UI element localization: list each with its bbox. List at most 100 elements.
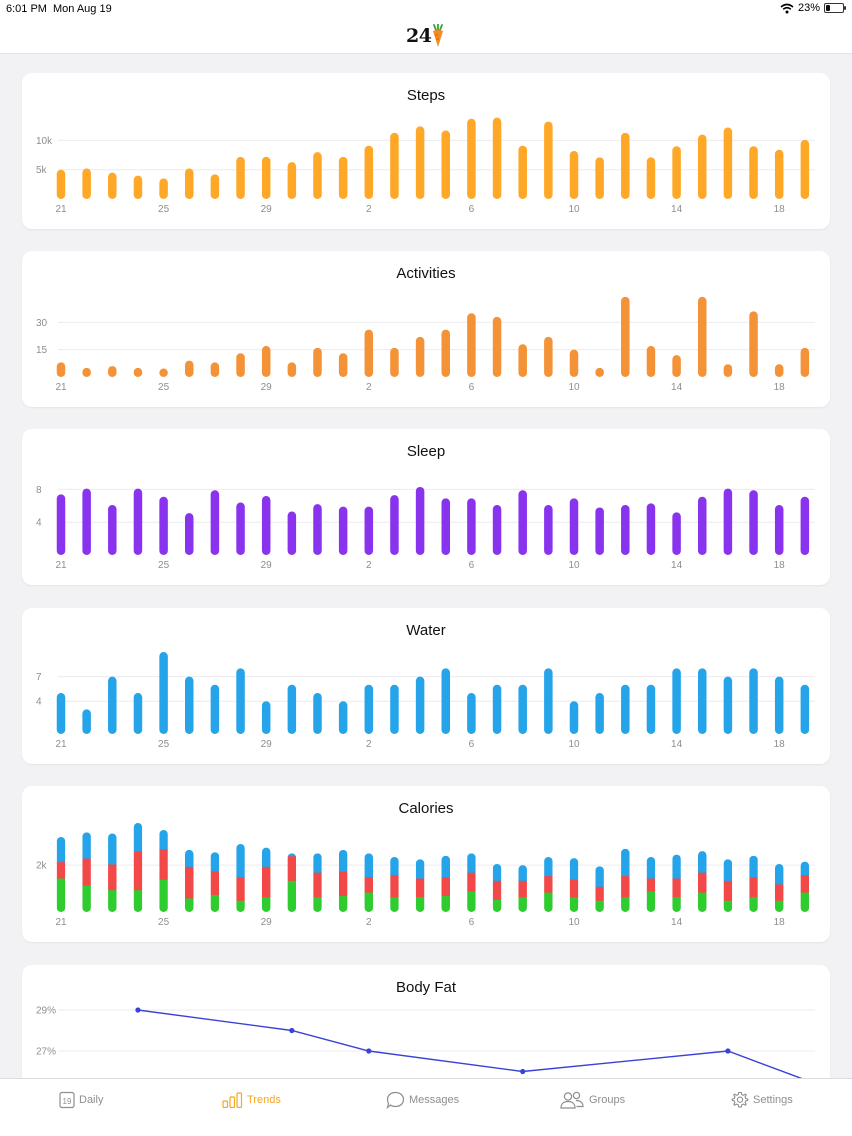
sleep-bar — [672, 512, 681, 555]
water-x-tick-label: 18 — [774, 739, 786, 750]
calories-bar-segment — [313, 872, 322, 898]
water-bar — [82, 709, 91, 734]
activities-card[interactable]: Activities 15 30 21 25 29 2 6 10 14 18 — [22, 251, 830, 407]
calories-bar-segment — [800, 874, 810, 893]
steps-bar — [185, 168, 194, 199]
sleep-bar — [467, 498, 476, 555]
activities-bar — [518, 344, 527, 377]
calories-bar — [800, 861, 810, 912]
activities-bar — [723, 364, 733, 377]
sleep-y-tick-label: 4 — [36, 518, 42, 529]
calories-x-tick-label: 2 — [366, 917, 372, 928]
activities-bar — [82, 367, 91, 377]
tab-daily[interactable]: 19 Daily — [59, 1089, 103, 1111]
calories-bar — [595, 866, 604, 912]
calories-bar-segment — [569, 879, 579, 898]
sleep-bar — [749, 490, 758, 555]
steps-x-tick-label: 2 — [366, 204, 372, 215]
calories-bar — [518, 865, 527, 913]
calories-bar-segment — [441, 855, 450, 878]
steps-y-tick-label: 5k — [36, 165, 48, 176]
sleep-bar — [364, 506, 374, 555]
activities-bar — [441, 329, 450, 377]
water-x-tick-label: 6 — [469, 739, 475, 750]
calories-bar-segment — [518, 880, 527, 898]
calories-bar-segment — [210, 871, 220, 895]
body-fat-chart: 27% 29% — [36, 1006, 815, 1081]
water-x-tick-label: 29 — [261, 739, 273, 750]
sleep-x-tick-label: 29 — [261, 560, 273, 571]
calories-bar-segment — [698, 851, 707, 873]
activities-bar — [800, 347, 810, 377]
calories-bar — [56, 837, 66, 912]
body-fat-y-tick-label: 29% — [36, 1006, 56, 1017]
calories-bar — [108, 833, 117, 913]
calories-bar-segment — [672, 896, 681, 912]
sleep-bar — [544, 504, 553, 555]
steps-x-tick-label: 18 — [774, 204, 786, 215]
calories-bar-segment — [313, 853, 322, 873]
water-x-tick-label: 21 — [55, 739, 67, 750]
calories-bar-segment — [723, 859, 733, 881]
steps-x-tick-label: 21 — [55, 204, 67, 215]
activities-bar — [621, 296, 630, 377]
sleep-x-tick-label: 14 — [671, 560, 683, 571]
calories-bar-segment — [159, 879, 168, 912]
steps-bar — [621, 132, 630, 199]
calories-bar-segment — [723, 880, 733, 901]
calories-bar — [441, 855, 450, 913]
water-bar — [210, 684, 220, 734]
calories-bar-segment — [261, 896, 271, 913]
activities-bar — [236, 353, 245, 377]
calories-bar-segment — [800, 861, 810, 876]
tab-messages-label: Messages — [409, 1094, 460, 1106]
sleep-x-tick-label: 10 — [568, 560, 580, 571]
sleep-card[interactable]: Sleep 4 8 21 25 29 2 6 10 14 18 — [22, 429, 830, 585]
body-fat-y-tick-label: 27% — [36, 1047, 56, 1058]
sleep-bar — [287, 511, 297, 555]
calories-card[interactable]: Calories 2k 21 25 29 2 6 10 14 18 — [22, 786, 830, 942]
calories-bar-segment — [698, 872, 707, 893]
activities-bar — [774, 364, 784, 377]
calories-bar-segment — [595, 886, 604, 901]
steps-bar — [82, 168, 91, 199]
water-x-tick-label: 14 — [671, 739, 683, 750]
calories-bar-segment — [621, 875, 630, 898]
status-time: 6:01 PM — [6, 3, 47, 15]
water-bar — [287, 684, 297, 734]
sleep-x-tick-label: 2 — [366, 560, 372, 571]
sleep-bar — [518, 490, 527, 555]
tab-groups[interactable]: Groups — [559, 1089, 625, 1111]
calories-bar-segment — [236, 876, 245, 901]
water-card[interactable]: Water 4 7 21 25 29 2 6 10 14 18 — [22, 608, 830, 764]
calories-bar-segment — [390, 874, 399, 898]
water-x-tick-label: 25 — [158, 739, 170, 750]
water-bar — [621, 684, 630, 734]
calories-bar — [287, 853, 297, 913]
calories-bar-segment — [338, 895, 348, 912]
water-bar — [441, 668, 450, 734]
tab-settings[interactable]: Settings — [731, 1089, 793, 1111]
body-fat-card[interactable]: Body Fat 27% 29% — [22, 965, 830, 1095]
steps-bar — [364, 145, 374, 199]
calories-bar-segment — [415, 878, 425, 898]
activities-x-tick-label: 21 — [55, 382, 67, 393]
calories-bar-segment — [774, 883, 784, 901]
calories-bar — [698, 851, 707, 913]
activities-x-tick-label: 29 — [261, 382, 273, 393]
steps-bar — [210, 174, 220, 199]
sleep-bar — [621, 504, 630, 555]
sleep-bar — [236, 502, 245, 555]
calories-bar — [313, 853, 322, 913]
calories-y-tick-label: 2k — [36, 861, 48, 872]
tab-trends[interactable]: Trends — [222, 1089, 281, 1111]
water-bar — [646, 684, 656, 734]
calories-bar — [210, 852, 220, 912]
tab-messages[interactable]: Messages — [386, 1089, 459, 1111]
steps-card[interactable]: Steps 5k 10k 21 25 29 2 6 10 14 18 — [22, 73, 830, 229]
app-logo: 24 — [406, 24, 445, 48]
calories-bar — [774, 863, 784, 912]
calories-bar-segment — [338, 849, 348, 872]
calories-bar-segment — [287, 855, 297, 881]
body-fat-line — [137, 1009, 806, 1081]
